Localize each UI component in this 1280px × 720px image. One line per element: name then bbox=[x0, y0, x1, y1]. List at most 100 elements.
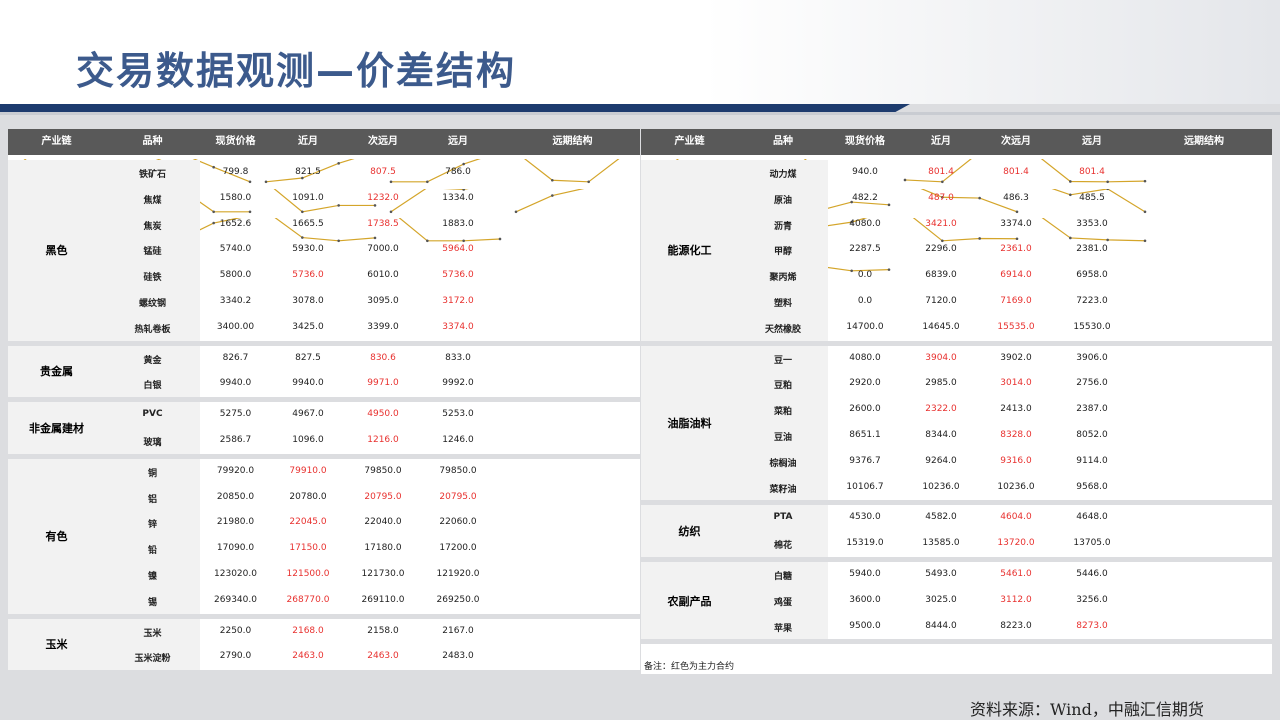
sparkline-point bbox=[941, 180, 944, 183]
price-cell: 1246.0 bbox=[442, 435, 474, 445]
sparkline bbox=[903, 210, 1019, 243]
price-cell: 15530.0 bbox=[1073, 321, 1111, 332]
sparkline-line bbox=[904, 210, 1018, 242]
header-band bbox=[0, 0, 1280, 104]
price-cell: 79850.0 bbox=[439, 465, 477, 476]
product-name: 热轧卷板 bbox=[134, 324, 171, 335]
name-column-bg bbox=[105, 402, 200, 454]
name-column-bg bbox=[738, 160, 828, 341]
title: 交易数据观测—价差结构 bbox=[76, 49, 517, 93]
price-cell: 17200.0 bbox=[439, 543, 477, 554]
price-cell: 10106.7 bbox=[846, 481, 884, 492]
price-cell: 1580.0 bbox=[219, 192, 252, 203]
sparkline-point bbox=[1143, 239, 1147, 243]
group-separator bbox=[8, 397, 640, 403]
sparkline-point bbox=[426, 239, 429, 243]
sparkline-point bbox=[1106, 187, 1109, 190]
product-name: 苹果 bbox=[773, 623, 792, 634]
product-name: 鸡蛋 bbox=[773, 597, 792, 608]
price-cell: 5930.0 bbox=[292, 244, 324, 255]
group-separator bbox=[8, 613, 640, 619]
sparkline-point bbox=[1069, 237, 1072, 240]
price-cell: 9264.0 bbox=[925, 455, 957, 466]
sparkline-point bbox=[212, 222, 215, 225]
price-cell: 1216.0 bbox=[367, 435, 399, 445]
sparkline-point bbox=[373, 236, 377, 240]
product-name: 甲醇 bbox=[773, 247, 792, 258]
table-right: 产业链 品种 现货价格 近月 次远月 远月 远期结构 能源化工 动力煤 940.0 801.4 801… bbox=[641, 120, 1272, 674]
price-cell: 5736.0 bbox=[442, 270, 474, 281]
group-label: 油脂油料 bbox=[641, 345, 738, 501]
column-header: 远月 bbox=[448, 136, 468, 147]
price-cell: 20795.0 bbox=[439, 491, 477, 502]
product-name: 铅 bbox=[147, 546, 157, 557]
price-cell: 3399.0 bbox=[367, 321, 399, 332]
price-cell: 5493.0 bbox=[925, 569, 957, 579]
price-cell: 3014.0 bbox=[1000, 378, 1032, 389]
price-cell: 2381.0 bbox=[1076, 244, 1108, 255]
price-cell: 2985.0 bbox=[925, 378, 957, 389]
price-cell: 14645.0 bbox=[922, 321, 960, 332]
price-cell: 9114.0 bbox=[1076, 455, 1108, 466]
price-cell: 0.0 bbox=[857, 270, 873, 281]
sparkline-line bbox=[1032, 151, 1146, 183]
name-column-bg bbox=[105, 618, 200, 671]
price-cell: 3904.0 bbox=[925, 352, 957, 363]
name-column-bg bbox=[105, 160, 200, 341]
sparkline-point bbox=[887, 203, 891, 206]
price-cell: 7000.0 bbox=[367, 244, 399, 255]
price-cell: 6914.0 bbox=[1000, 270, 1032, 281]
sparkline-point bbox=[1069, 193, 1072, 196]
group-separator bbox=[641, 557, 1272, 562]
price-cell: 833.0 bbox=[445, 352, 471, 363]
price-cell: 3374.0 bbox=[1000, 218, 1032, 229]
price-cell: 3340.2 bbox=[219, 296, 252, 306]
group-label: 玉米 bbox=[8, 618, 105, 671]
price-cell: 4582.0 bbox=[925, 512, 957, 523]
sparkline-point bbox=[389, 210, 393, 213]
product-name: 焦炭 bbox=[143, 221, 162, 232]
product-name: 玻璃 bbox=[143, 438, 162, 448]
price-cell: 13585.0 bbox=[922, 538, 960, 549]
sparkline-point bbox=[551, 193, 554, 197]
price-cell: 1652.6 bbox=[219, 218, 252, 229]
sparkline-line bbox=[265, 210, 376, 242]
sparkline-point bbox=[337, 239, 340, 243]
price-cell: 22060.0 bbox=[439, 517, 477, 528]
price-cell: 2296.0 bbox=[925, 244, 957, 255]
sparkline-point bbox=[248, 210, 252, 213]
sparkline-point bbox=[587, 180, 590, 183]
product-name: 天然橡胶 bbox=[764, 324, 801, 335]
price-cell: 5253.0 bbox=[442, 409, 474, 420]
price-cell: 2322.0 bbox=[925, 404, 957, 415]
group-label: 农副产品 bbox=[641, 562, 738, 640]
price-cell: 15319.0 bbox=[846, 538, 884, 549]
sparkline-point bbox=[462, 187, 465, 191]
sparkline-point bbox=[337, 203, 340, 207]
product-name: 原油 bbox=[773, 195, 792, 206]
product-name: 白银 bbox=[143, 381, 162, 392]
sparkline bbox=[514, 180, 627, 213]
product-name: 黄金 bbox=[143, 355, 162, 366]
price-cell: 121920.0 bbox=[436, 569, 480, 579]
price-cell: 4648.0 bbox=[1076, 512, 1108, 523]
price-cell: 2413.0 bbox=[1000, 404, 1032, 415]
group-separator bbox=[641, 500, 1272, 506]
sparkline bbox=[514, 150, 627, 183]
sparkline-line bbox=[140, 151, 251, 183]
sparkline-point bbox=[1069, 179, 1072, 183]
price-cell: 9992.0 bbox=[442, 378, 474, 389]
price-cell: 3902.0 bbox=[1000, 352, 1032, 363]
price-cell: 20850.0 bbox=[216, 491, 255, 502]
price-cell: 123020.0 bbox=[214, 569, 257, 579]
price-cell: 4967.0 bbox=[292, 409, 324, 420]
price-cell: 9940.0 bbox=[219, 378, 252, 389]
price-cell: 269340.0 bbox=[214, 594, 257, 605]
sparkline-line bbox=[1032, 210, 1146, 242]
price-cell: 8328.0 bbox=[1000, 430, 1032, 440]
column-header: 现货价格 bbox=[845, 136, 885, 147]
price-cell: 3078.0 bbox=[292, 296, 324, 306]
product-name: 白糖 bbox=[773, 572, 792, 582]
price-cell: 14700.0 bbox=[846, 321, 884, 332]
price-cell: 821.5 bbox=[295, 167, 321, 177]
